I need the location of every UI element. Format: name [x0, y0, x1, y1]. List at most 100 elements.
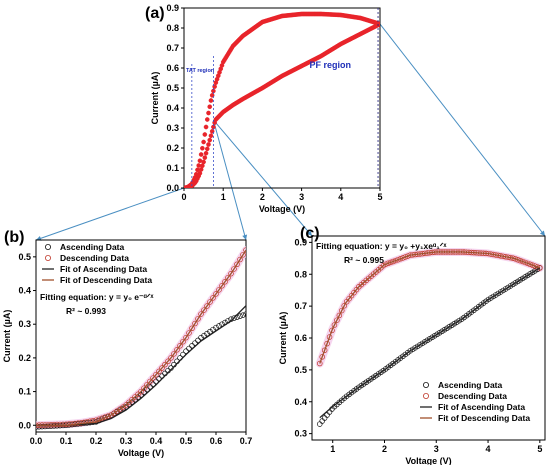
y-axis-label: Current (µA) — [2, 310, 12, 363]
data-point-descending-data — [135, 391, 141, 398]
data-point-descending-data — [63, 421, 69, 428]
x-axis-label: Voltage (V) — [118, 448, 164, 458]
y-tick-label: 0.3 — [166, 123, 179, 133]
panel-label: (b) — [4, 229, 24, 246]
fit-equation: Fitting equation: y = y₀ e⁻ᵅᐟˣ — [40, 292, 154, 302]
y-tick-label: 0.7 — [294, 301, 307, 311]
data-point-ascending-data — [240, 312, 246, 318]
connector-b-right — [212, 119, 247, 241]
fit-equation: Fitting equation: y = y₀ +y₁xeᵅ₁ᐟˣ — [316, 241, 447, 251]
data-point-descending-data — [189, 325, 195, 332]
plot-area — [36, 246, 246, 430]
data-point-descending-data — [405, 253, 411, 259]
data-point-descending — [196, 163, 201, 168]
data-point-descending-data — [171, 351, 177, 357]
data-point-ascending-data — [243, 311, 246, 317]
plot-area — [315, 247, 544, 427]
y-tick-label: 0.8 — [166, 23, 179, 33]
data-point-descending-data — [234, 261, 240, 268]
connector-c-left-arrowhead — [306, 230, 312, 236]
data-point-descending-data — [159, 365, 165, 371]
data-point-descending — [197, 158, 203, 164]
data-point-descending-data — [123, 402, 129, 408]
data-point-descending-data — [60, 421, 66, 428]
legend-swatch — [45, 243, 52, 250]
data-point-descending-data — [341, 303, 347, 309]
plot-area — [184, 11, 380, 188]
data-point-descending-data — [105, 413, 111, 419]
legend-entry: Descending Data — [60, 253, 129, 263]
descending-highlight — [315, 247, 544, 368]
panel-c: (c) 1 2 3 4 5 0.3 0.4 0.5 0.6 0.7 0.8 0.9 Voltage (V)… — [278, 225, 546, 465]
data-point-descending-data — [144, 382, 150, 388]
data-point-descending-data — [147, 378, 153, 385]
data-point-descending-data — [180, 338, 186, 345]
data-point-descending-data — [519, 258, 526, 265]
x-tick-label: 0 — [181, 192, 186, 202]
data-point-ascending-data — [183, 348, 189, 354]
x-tick-label: 3 — [299, 192, 304, 202]
r-squared: R² ~ 0.995 — [344, 255, 384, 265]
x-tick-label: 4 — [338, 192, 343, 202]
data-point-descending-data — [527, 261, 533, 268]
data-point-descending — [206, 110, 211, 116]
data-point-descending — [208, 98, 214, 103]
data-point-ascending-data — [150, 381, 156, 387]
data-point-descending-data — [198, 311, 204, 317]
data-point-descending-data — [400, 255, 406, 261]
data-point-descending-data — [390, 258, 396, 265]
x-tick-label: 2 — [260, 192, 265, 202]
data-point-descending-data — [402, 254, 409, 260]
data-point-descending-data — [317, 360, 323, 367]
y-tick-label: 0.6 — [166, 63, 179, 73]
data-point-descending-data — [216, 287, 222, 293]
y-axis-label: Current (µA) — [150, 72, 160, 125]
legend-swatch — [422, 392, 429, 399]
data-point-ascending-data — [138, 392, 144, 398]
x-tick-label: 0.1 — [60, 436, 73, 446]
data-point-descending-data — [138, 388, 144, 395]
data-point-descending-data — [156, 368, 162, 375]
data-point-descending-data — [225, 274, 231, 281]
y-tick-label: 0.4 — [18, 286, 31, 296]
series-line-fit-of-descending-data — [319, 251, 541, 364]
panel-b: (b) 0.0 0.1 0.2 0.3 0.4 0.5 0.6 0.7 0.0 0.1 0.2 0.3 0… — [2, 229, 252, 458]
x-tick-label: 5 — [377, 192, 382, 202]
y-tick-label: 0.3 — [294, 429, 307, 439]
y-tick-label: 0.3 — [18, 319, 31, 329]
data-point-descending-data — [213, 291, 219, 297]
r-squared: R² ~ 0.993 — [66, 306, 106, 316]
data-point-ascending — [204, 146, 210, 152]
y-tick-label: 0.5 — [166, 83, 179, 93]
data-point-descending-data — [243, 247, 246, 253]
data-point-descending-data — [517, 257, 524, 264]
data-point-ascending-data — [213, 324, 219, 331]
data-point-descending-data — [153, 371, 159, 378]
data-point-ascending-data — [36, 424, 42, 430]
pf-region-label: PF region — [309, 60, 351, 70]
data-point-ascending-data — [45, 423, 51, 430]
y-tick-label: 0.6 — [294, 333, 307, 343]
x-tick-label: 1 — [221, 192, 226, 202]
panel-label: (c) — [300, 225, 320, 242]
y-tick-label: 0.1 — [18, 387, 31, 397]
data-point-descending-data — [383, 261, 389, 267]
data-point-ascending-data — [192, 340, 198, 346]
data-point-descending-data — [524, 260, 531, 267]
data-point-descending-data — [319, 354, 325, 360]
data-point-descending-data — [201, 307, 207, 313]
data-point-descending — [207, 104, 213, 110]
x-tick-label: 4 — [486, 444, 491, 454]
zoom-connector-lines — [35, 23, 546, 241]
data-point-ascending — [207, 137, 213, 143]
data-point-descending-data — [336, 312, 343, 319]
data-point-ascending — [208, 133, 214, 139]
data-point-descending-data — [228, 270, 234, 277]
legend-entry: Ascending Data — [438, 380, 503, 390]
data-point-descending-data — [231, 266, 237, 272]
plot-frame — [183, 7, 381, 189]
data-point-descending-data — [321, 347, 328, 354]
